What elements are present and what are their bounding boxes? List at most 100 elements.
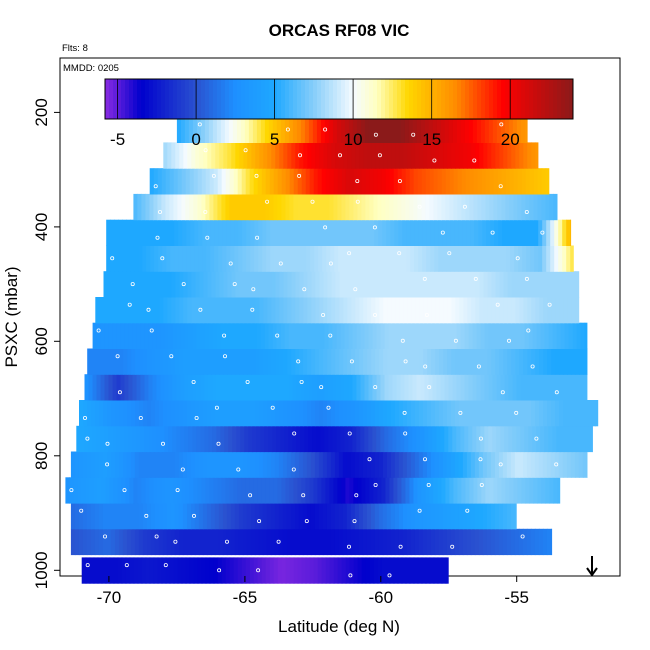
- marker: [453, 338, 458, 343]
- heatmap-cell: [455, 348, 460, 375]
- heatmap-cell: [575, 348, 580, 375]
- heatmap-cell: [437, 477, 442, 504]
- heatmap-cell: [568, 425, 573, 453]
- heatmap-cell: [512, 425, 517, 453]
- colorbar-cell: [309, 79, 314, 119]
- marker: [347, 251, 352, 256]
- marker: [520, 534, 525, 539]
- heatmap-cell: [556, 374, 562, 401]
- heatmap-cell: [356, 374, 362, 401]
- heatmap-cell: [307, 400, 312, 427]
- heatmap-cell: [181, 193, 186, 221]
- heatmap-cell: [448, 322, 454, 349]
- heatmap-cell: [375, 271, 381, 298]
- heatmap-cell: [367, 400, 372, 427]
- heatmap-cell: [99, 348, 104, 375]
- heatmap-cell: [317, 168, 323, 195]
- heatmap-cell: [194, 219, 199, 246]
- marker: [292, 431, 297, 436]
- heatmap-cell: [501, 168, 507, 195]
- heatmap-cell: [485, 193, 490, 221]
- heatmap-cell: [522, 528, 528, 556]
- heatmap-cell: [376, 425, 381, 453]
- heatmap-cell: [479, 271, 485, 298]
- heatmap-cell: [123, 348, 128, 375]
- heatmap-cell: [214, 245, 219, 272]
- heatmap-cell: [224, 425, 229, 453]
- heatmap-cell: [592, 425, 593, 453]
- heatmap-cell: [230, 245, 235, 272]
- heatmap-cell: [404, 425, 409, 453]
- heatmap-cell: [350, 451, 356, 478]
- heatmap-cell: [568, 322, 574, 349]
- heatmap-cell: [512, 374, 518, 401]
- heatmap-cell: [588, 425, 593, 453]
- heatmap-cell: [380, 425, 385, 453]
- heatmap-cell: [345, 557, 351, 584]
- heatmap-cell: [144, 425, 149, 453]
- heatmap-cell: [381, 193, 386, 221]
- heatmap-cell: [191, 348, 196, 375]
- marker: [458, 410, 463, 415]
- colorbar-cell: [145, 79, 150, 119]
- heatmap-cell: [78, 528, 84, 556]
- heatmap-cell: [434, 245, 439, 272]
- heatmap-cell: [249, 557, 255, 584]
- heatmap-cell: [470, 503, 476, 530]
- colorbar-cell: [545, 79, 550, 119]
- marker: [377, 153, 382, 158]
- heatmap-cell: [78, 451, 84, 478]
- marker: [479, 482, 484, 487]
- colorbar: -5 0 5 10 15 20: [104, 78, 574, 149]
- heatmap-cell: [548, 374, 554, 401]
- heatmap-cell: [115, 400, 120, 427]
- heatmap-cell: [271, 271, 277, 298]
- heatmap-cell: [279, 271, 285, 298]
- heatmap-cell: [359, 400, 364, 427]
- heatmap-cell: [151, 348, 156, 375]
- heatmap-cell: [321, 477, 326, 504]
- heatmap-cell: [168, 322, 174, 349]
- heatmap-cell: [347, 297, 352, 324]
- heatmap-cell: [278, 503, 284, 530]
- heatmap-cell: [510, 528, 516, 556]
- heatmap-cell: [358, 219, 363, 246]
- heatmap-cell: [412, 322, 418, 349]
- heatmap-cell: [492, 322, 498, 349]
- heatmap-cell: [547, 297, 552, 324]
- heatmap-cell: [559, 400, 564, 427]
- heatmap-cell: [151, 297, 156, 324]
- heatmap-cell: [441, 557, 447, 584]
- heatmap-cell: [570, 219, 572, 246]
- heatmap-cell: [171, 271, 177, 298]
- heatmap-cell: [595, 400, 599, 427]
- y-tick-label: 1000: [32, 551, 51, 589]
- heatmap-cell: [405, 557, 411, 584]
- heatmap-cell: [264, 425, 269, 453]
- heatmap-cell: [547, 348, 552, 375]
- heatmap-cell: [174, 503, 180, 530]
- heatmap-cell: [429, 168, 435, 195]
- colorbar-cell: [313, 79, 318, 119]
- heatmap-cell: [242, 503, 248, 530]
- heatmap-row: [87, 348, 588, 375]
- heatmap-cell: [281, 477, 286, 504]
- heatmap-cell: [454, 451, 460, 478]
- heatmap-cell: [433, 168, 439, 195]
- heatmap-cell: [90, 451, 96, 478]
- heatmap-cell: [239, 271, 245, 298]
- heatmap-cell: [355, 142, 360, 169]
- heatmap-cell: [454, 245, 459, 272]
- heatmap-cell: [471, 400, 476, 427]
- marker: [328, 333, 333, 338]
- heatmap-cell: [344, 425, 349, 453]
- heatmap-cell: [529, 168, 535, 195]
- marker: [144, 513, 149, 518]
- heatmap-cell: [392, 425, 397, 453]
- heatmap-cell: [430, 245, 435, 272]
- heatmap-cell: [541, 168, 547, 195]
- marker: [465, 508, 470, 513]
- heatmap-cell: [377, 168, 383, 195]
- heatmap-cell: [570, 245, 574, 272]
- heatmap-cell: [479, 400, 484, 427]
